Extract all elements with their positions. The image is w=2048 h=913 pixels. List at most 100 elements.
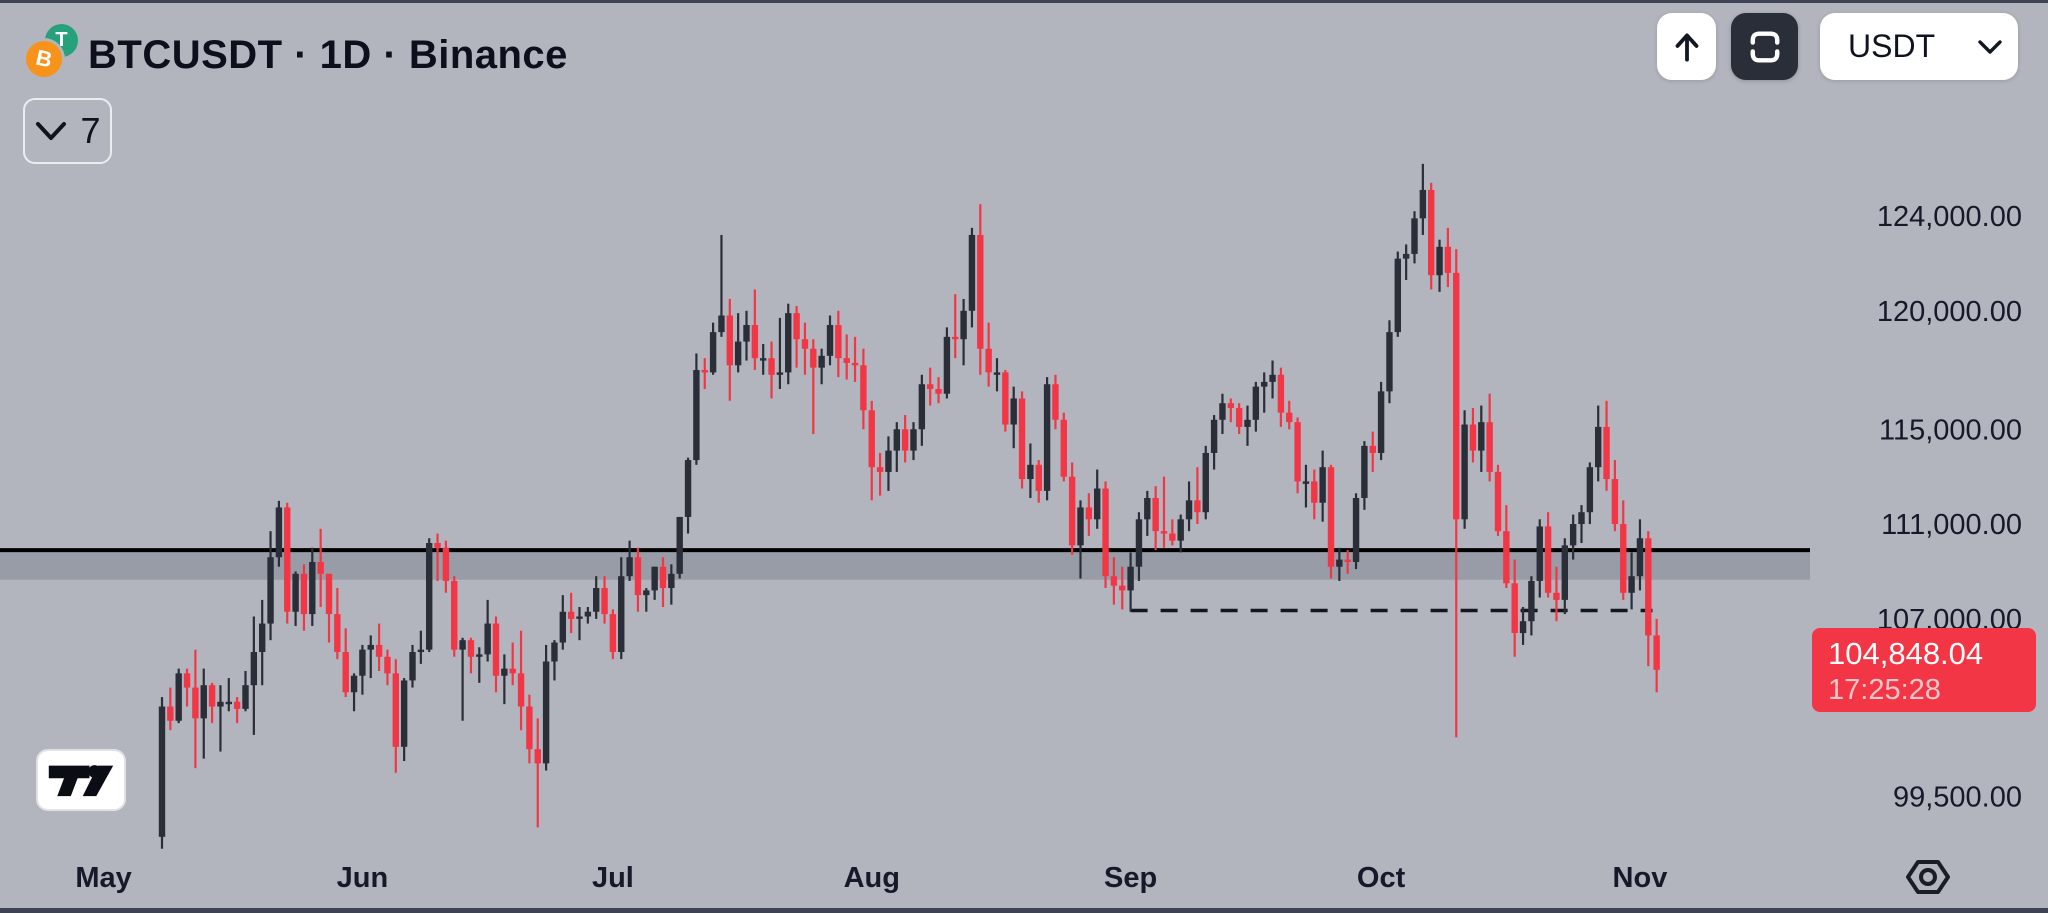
indicators-toggle-button[interactable]: 7 — [23, 98, 112, 164]
candle-body — [893, 429, 900, 451]
x-axis-month-label: Sep — [1104, 862, 1157, 894]
candle-body — [1160, 531, 1168, 534]
y-axis-price-label: 99,500.00 — [1893, 782, 2022, 814]
currency-value: USDT — [1848, 28, 1936, 64]
candle-body — [918, 384, 926, 430]
candle-body — [826, 325, 834, 356]
candle-body — [359, 649, 366, 676]
candle-body — [1077, 507, 1084, 546]
candle-wick — [645, 588, 648, 612]
settings-gear-icon[interactable] — [1905, 855, 1951, 899]
candle-body — [1319, 467, 1326, 503]
candle-body — [542, 661, 550, 764]
bitcoin-letter: B — [33, 44, 55, 73]
candle-body — [818, 355, 825, 368]
candle-body — [1436, 246, 1443, 276]
candle-body — [1269, 374, 1276, 382]
candle-body — [1428, 189, 1435, 276]
candle-wick — [703, 358, 706, 389]
candle-body — [1035, 464, 1042, 491]
candle-body — [718, 315, 725, 333]
candle-body — [1219, 403, 1226, 420]
candle-body — [993, 372, 1001, 375]
candle-wick — [511, 642, 514, 686]
candle-wick — [1229, 398, 1232, 423]
screenshot-button[interactable] — [1731, 13, 1798, 80]
candle-body — [217, 701, 224, 707]
candle-body — [517, 673, 525, 707]
candle-body — [1569, 524, 1577, 546]
candle-body — [1052, 384, 1059, 420]
candle-body — [1361, 445, 1368, 498]
candle-body — [208, 685, 216, 707]
candle-body — [1645, 538, 1652, 636]
candle-body — [426, 543, 433, 650]
candle-body — [952, 336, 959, 340]
candle-body — [1519, 621, 1527, 634]
candle-wick — [436, 533, 439, 581]
candle-wick — [778, 317, 781, 389]
candle-wick — [369, 635, 372, 679]
candle-body — [342, 652, 349, 693]
candle-body — [1002, 372, 1009, 425]
candle-body — [1394, 258, 1401, 333]
candle-body — [768, 358, 775, 375]
candle-body — [1302, 481, 1310, 484]
candle-body — [534, 749, 541, 764]
candle-body — [876, 467, 884, 472]
candle-wick — [954, 294, 957, 359]
last-price-badge: 104,848.04 17:25:28 — [1812, 628, 2036, 712]
candle-body — [350, 675, 358, 693]
candle-body — [1277, 374, 1285, 413]
candle-body — [1586, 467, 1594, 513]
candle-body — [409, 652, 416, 681]
candle-body — [626, 557, 633, 577]
candle-body — [192, 687, 199, 719]
candle-body — [885, 450, 892, 472]
candle-wick — [478, 647, 481, 683]
candle-body — [1478, 422, 1485, 451]
candle-body — [1127, 566, 1134, 591]
candle-body — [668, 573, 675, 589]
price-chart[interactable]: May Jun Jul Aug Sep Oct Nov 124,000.00 120,000.0… — [0, 3, 2048, 913]
upload-button[interactable] — [1657, 13, 1716, 80]
bitcoin-icon: B — [26, 41, 62, 77]
candle-body — [526, 706, 533, 750]
candle-body — [300, 573, 308, 615]
candle-body — [309, 561, 316, 615]
x-axis-month-label: Oct — [1357, 862, 1406, 894]
symbol-title: BTCUSDT · 1D · Binance — [88, 33, 568, 77]
candle-body — [1377, 391, 1385, 453]
candle-body — [417, 649, 425, 653]
candle-body — [259, 623, 266, 653]
candle-body — [1578, 512, 1585, 525]
candle-body — [1336, 559, 1343, 567]
y-axis-price-label: 120,000.00 — [1877, 296, 2022, 328]
candle-body — [1386, 332, 1393, 392]
candle-body — [1486, 422, 1493, 472]
candle-body — [1018, 398, 1026, 480]
chevron-down-icon — [36, 122, 67, 140]
candle-body — [158, 706, 166, 837]
candle-body — [1235, 407, 1243, 427]
last-price-time: 17:25:28 — [1828, 673, 1941, 706]
currency-select[interactable]: USDT — [1820, 13, 2018, 80]
candle-body — [476, 654, 483, 657]
candle-body — [367, 644, 374, 650]
x-axis-month-label: May — [75, 862, 131, 894]
candle-body — [927, 384, 934, 389]
candle-body — [1528, 580, 1535, 622]
candle-body — [1194, 500, 1201, 513]
candle-body — [242, 685, 249, 709]
candle-body — [551, 642, 558, 662]
candle-body — [1311, 481, 1318, 503]
camera-frame-icon — [1750, 30, 1779, 63]
candle-body — [233, 701, 241, 709]
candle-wick — [236, 697, 239, 724]
candle-body — [935, 388, 942, 394]
candle-body — [167, 706, 174, 721]
candle-wick — [853, 336, 857, 382]
x-axis-month-label: Nov — [1613, 862, 1668, 894]
tradingview-logo[interactable] — [38, 751, 124, 809]
candle-body — [1060, 419, 1067, 477]
